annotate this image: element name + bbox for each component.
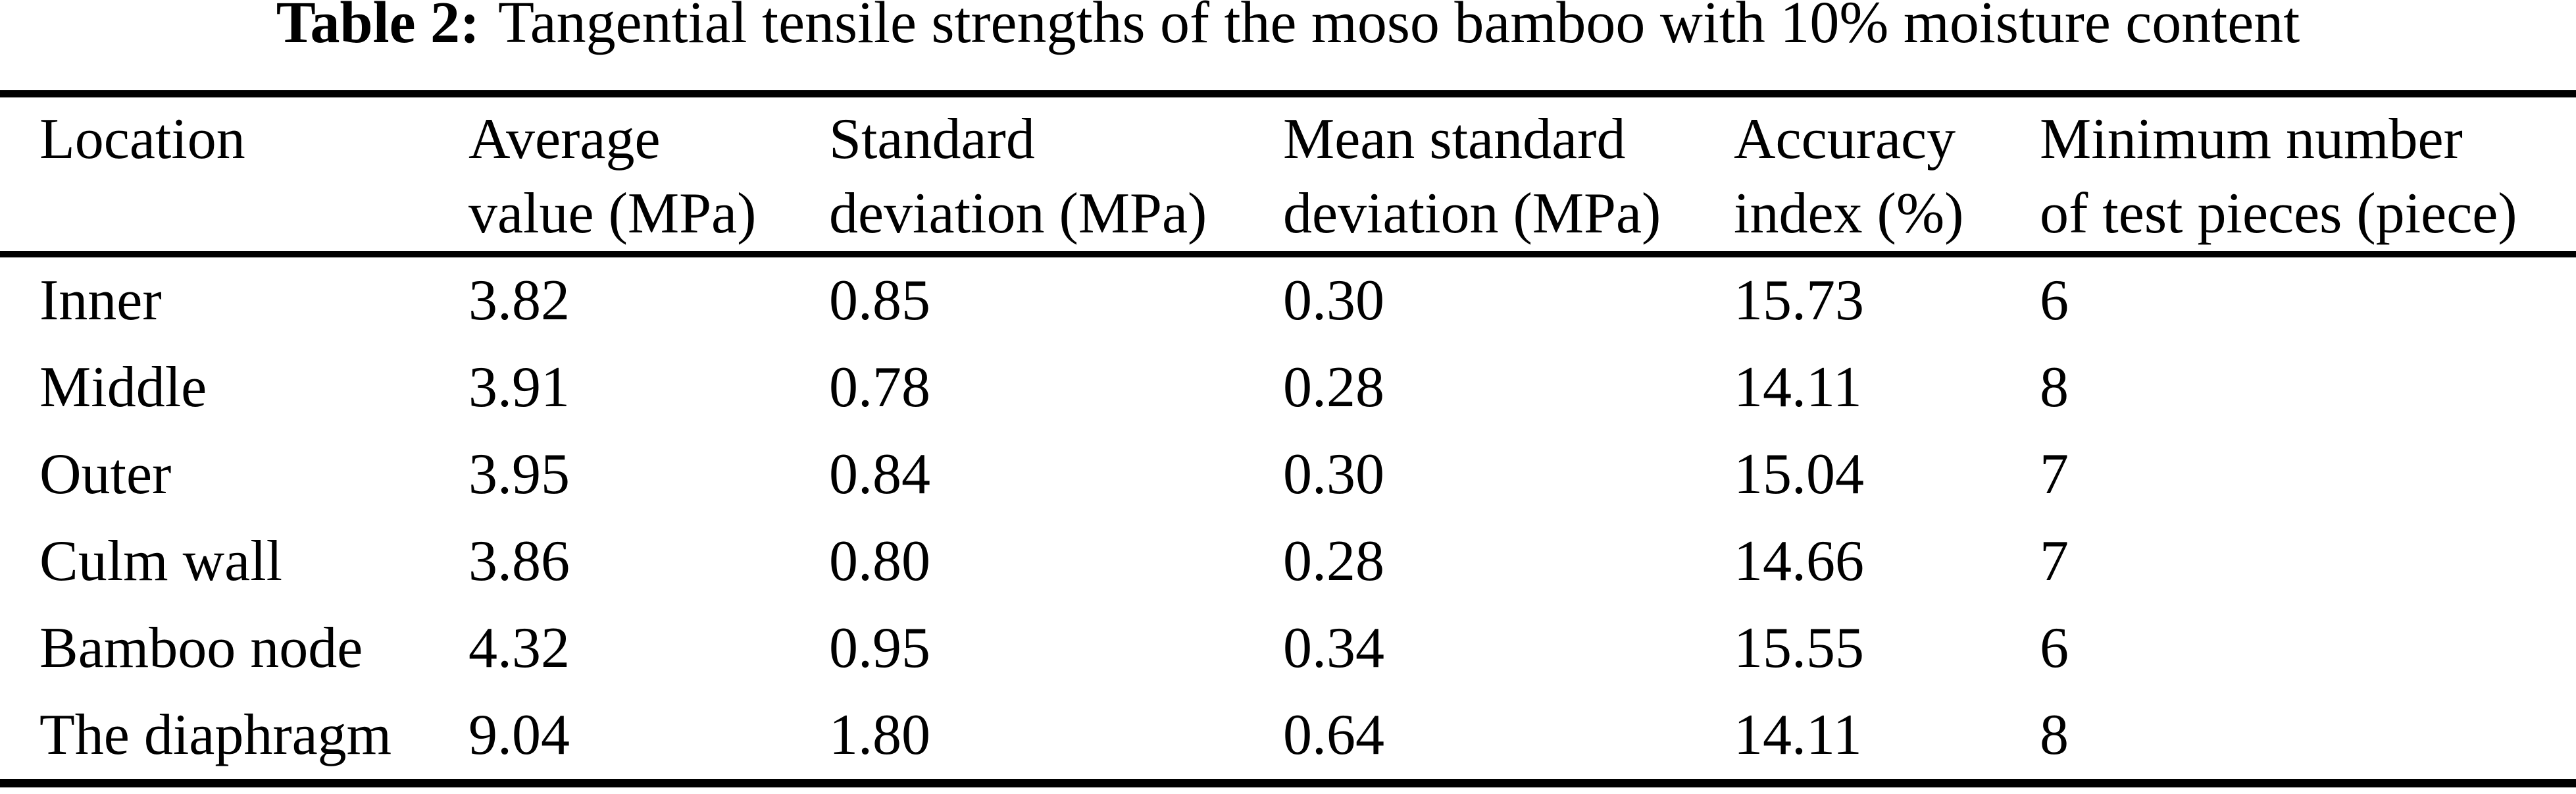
cell-location: Inner <box>39 269 162 332</box>
cell-average-value: 3.91 <box>468 356 570 419</box>
table-row-inner: Inner 3.82 0.85 0.30 15.73 6 <box>0 254 2576 344</box>
table-row-culm-wall: Culm wall 3.86 0.80 0.28 14.66 7 <box>0 518 2576 605</box>
column-header-location: Location <box>0 93 468 257</box>
cell-average-value: 9.04 <box>468 703 570 767</box>
cell-accuracy-index: 15.55 <box>1734 616 1864 680</box>
header-line: index (%) <box>1734 182 1964 246</box>
cell-mean-standard-deviation: 0.34 <box>1283 616 1384 680</box>
header-line: value (MPa) <box>468 182 757 246</box>
column-header-accuracy-index: Accuracy index (%) <box>1734 93 2040 257</box>
table-row-bamboo-node: Bamboo node 4.32 0.95 0.34 15.55 6 <box>0 605 2576 692</box>
cell-average-value: 3.95 <box>468 442 570 506</box>
cell-standard-deviation: 0.85 <box>829 269 930 332</box>
column-header-min-test-pieces: Minimum number of test pieces (piece) <box>2040 93 2576 257</box>
table-caption-label: Table 2: <box>276 0 480 55</box>
cell-mean-standard-deviation: 0.30 <box>1283 442 1384 506</box>
cell-standard-deviation: 0.78 <box>829 356 930 419</box>
cell-mean-standard-deviation: 0.28 <box>1283 529 1384 593</box>
cell-location: The diaphragm <box>39 703 392 767</box>
cell-mean-standard-deviation: 0.30 <box>1283 269 1384 332</box>
column-header-average-value: Average value (MPa) <box>468 93 829 257</box>
cell-min-test-pieces: 8 <box>2040 703 2069 767</box>
cell-location: Culm wall <box>39 529 283 593</box>
table-caption: Table 2: Tangential tensile strengths of … <box>0 0 2576 57</box>
table-body: Inner 3.82 0.85 0.30 15.73 6 Middle 3.91… <box>0 254 2576 783</box>
header-line: Location <box>39 107 245 171</box>
cell-average-value: 3.82 <box>468 269 570 332</box>
cell-accuracy-index: 14.11 <box>1734 356 1862 419</box>
table-row-outer: Outer 3.95 0.84 0.30 15.04 7 <box>0 431 2576 518</box>
bamboo-tensile-strength-table: Location Average value (MPa) Standard de… <box>0 90 2576 787</box>
cell-accuracy-index: 14.11 <box>1734 703 1862 767</box>
table-header: Location Average value (MPa) Standard de… <box>0 93 2576 257</box>
column-header-standard-deviation: Standard deviation (MPa) <box>829 93 1283 257</box>
cell-min-test-pieces: 7 <box>2040 442 2069 506</box>
cell-min-test-pieces: 8 <box>2040 356 2069 419</box>
cell-location: Bamboo node <box>39 616 363 680</box>
column-header-mean-standard-deviation: Mean standard deviation (MPa) <box>1283 93 1734 257</box>
header-line: deviation (MPa) <box>1283 182 1661 246</box>
cell-location: Outer <box>39 442 172 506</box>
cell-standard-deviation: 1.80 <box>829 703 930 767</box>
cell-min-test-pieces: 7 <box>2040 529 2069 593</box>
cell-average-value: 3.86 <box>468 529 570 593</box>
cell-accuracy-index: 14.66 <box>1734 529 1864 593</box>
header-line: Minimum number <box>2040 107 2463 171</box>
header-row: Location Average value (MPa) Standard de… <box>0 93 2576 257</box>
header-line: Average <box>468 107 661 171</box>
cell-average-value: 4.32 <box>468 616 570 680</box>
table-row-middle: Middle 3.91 0.78 0.28 14.11 8 <box>0 344 2576 431</box>
cell-min-test-pieces: 6 <box>2040 269 2069 332</box>
cell-standard-deviation: 0.84 <box>829 442 930 506</box>
cell-min-test-pieces: 6 <box>2040 616 2069 680</box>
cell-location: Middle <box>39 356 207 419</box>
header-line: of test pieces (piece) <box>2040 182 2517 246</box>
cell-mean-standard-deviation: 0.64 <box>1283 703 1384 767</box>
cell-accuracy-index: 15.04 <box>1734 442 1864 506</box>
cell-standard-deviation: 0.95 <box>829 616 930 680</box>
cell-standard-deviation: 0.80 <box>829 529 930 593</box>
cell-accuracy-index: 15.73 <box>1734 269 1864 332</box>
table-caption-text: Tangential tensile strengths of the moso… <box>498 0 2300 55</box>
header-line: deviation (MPa) <box>829 182 1207 246</box>
cell-mean-standard-deviation: 0.28 <box>1283 356 1384 419</box>
header-line: Accuracy <box>1734 107 1956 171</box>
header-line: Mean standard <box>1283 107 1626 171</box>
table-row-diaphragm: The diaphragm 9.04 1.80 0.64 14.11 8 <box>0 692 2576 783</box>
header-line: Standard <box>829 107 1035 171</box>
